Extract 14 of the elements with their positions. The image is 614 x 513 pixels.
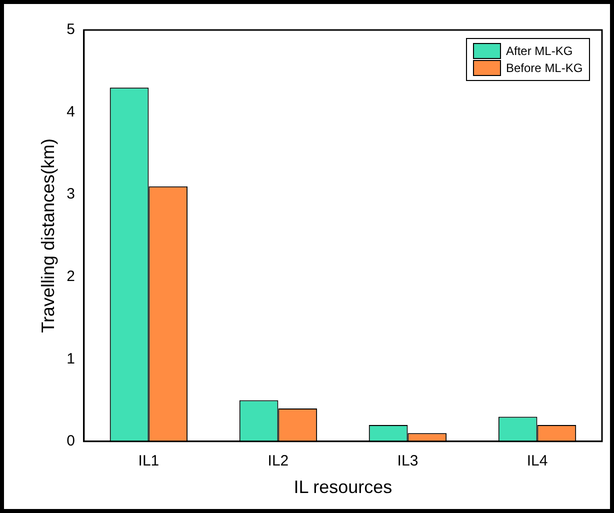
y-tick-label: 4	[66, 103, 75, 120]
x-tick-label: IL2	[268, 452, 289, 470]
y-axis-title: Travelling distances(km)	[38, 138, 58, 333]
y-tick-label: 3	[66, 186, 75, 203]
legend-label: After ML-KG	[506, 44, 573, 58]
x-tick-label: IL1	[138, 452, 160, 470]
y-tick-label: 1	[66, 350, 75, 368]
y-tick-label: 0	[66, 432, 75, 450]
x-tick-label: IL4	[526, 452, 548, 470]
x-axis-title: IL resources	[294, 477, 392, 498]
legend-label: Before ML-KG	[506, 61, 583, 75]
x-tick-label: IL3	[397, 452, 418, 470]
y-tick-label: 2	[66, 268, 75, 285]
y-tick-label: 5	[66, 21, 75, 38]
